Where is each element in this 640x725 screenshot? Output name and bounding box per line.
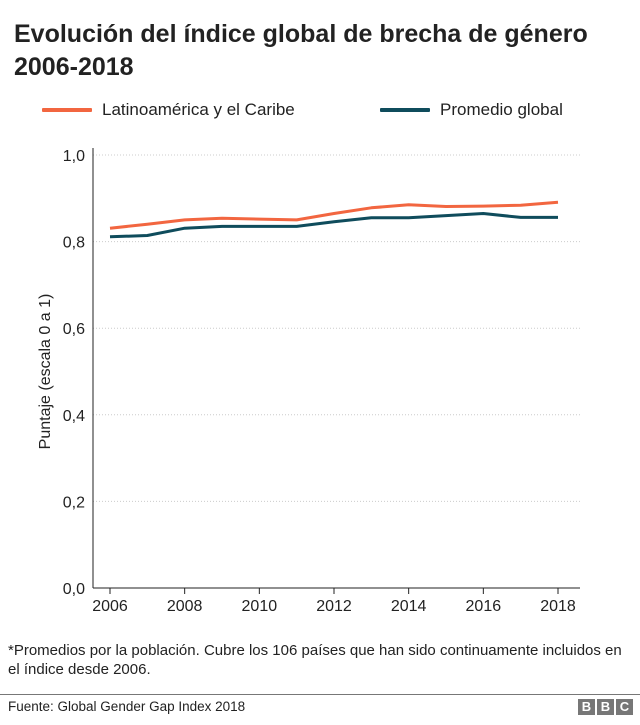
footnote: *Promedios por la población. Cubre los 1… (8, 642, 622, 678)
x-tick-label: 2012 (316, 598, 352, 615)
legend-label: Promedio global (440, 100, 563, 119)
legend-item-global: Promedio global (380, 100, 563, 120)
legend-label: Latinoamérica y el Caribe (102, 100, 295, 119)
legend-item-latam: Latinoamérica y el Caribe (42, 100, 295, 120)
x-tick-label: 2010 (242, 598, 278, 615)
y-tick-label: 0,0 (63, 581, 85, 598)
y-axis-label: Puntaje (escala 0 a 1) (37, 294, 54, 450)
legend-swatch (42, 108, 92, 112)
chart-title: Evolución del índice global de brecha de… (14, 20, 588, 81)
y-tick-label: 0,8 (63, 235, 85, 252)
y-tick-label: 0,6 (63, 321, 85, 338)
series-line-latam (109, 200, 559, 230)
y-tick-label: 0,2 (63, 494, 85, 511)
y-tick-label: 0,4 (63, 408, 85, 425)
y-tick-label: 1,0 (63, 148, 85, 165)
series-line-global (109, 212, 558, 239)
plot-area: 0,0 0,2 0,4 0,6 0,8 1,0 2006 2008 2010 2012 2014 20… (37, 148, 580, 615)
x-tick-label: 2006 (92, 598, 128, 615)
x-tick-label: 2016 (466, 598, 502, 615)
source-text: Fuente: Global Gender Gap Index 2018 (8, 699, 246, 714)
divider (0, 694, 640, 695)
x-tick-label: 2018 (540, 598, 576, 615)
legend-swatch (380, 108, 430, 112)
x-tick-label: 2008 (167, 598, 203, 615)
x-tick-label: 2014 (391, 598, 427, 615)
